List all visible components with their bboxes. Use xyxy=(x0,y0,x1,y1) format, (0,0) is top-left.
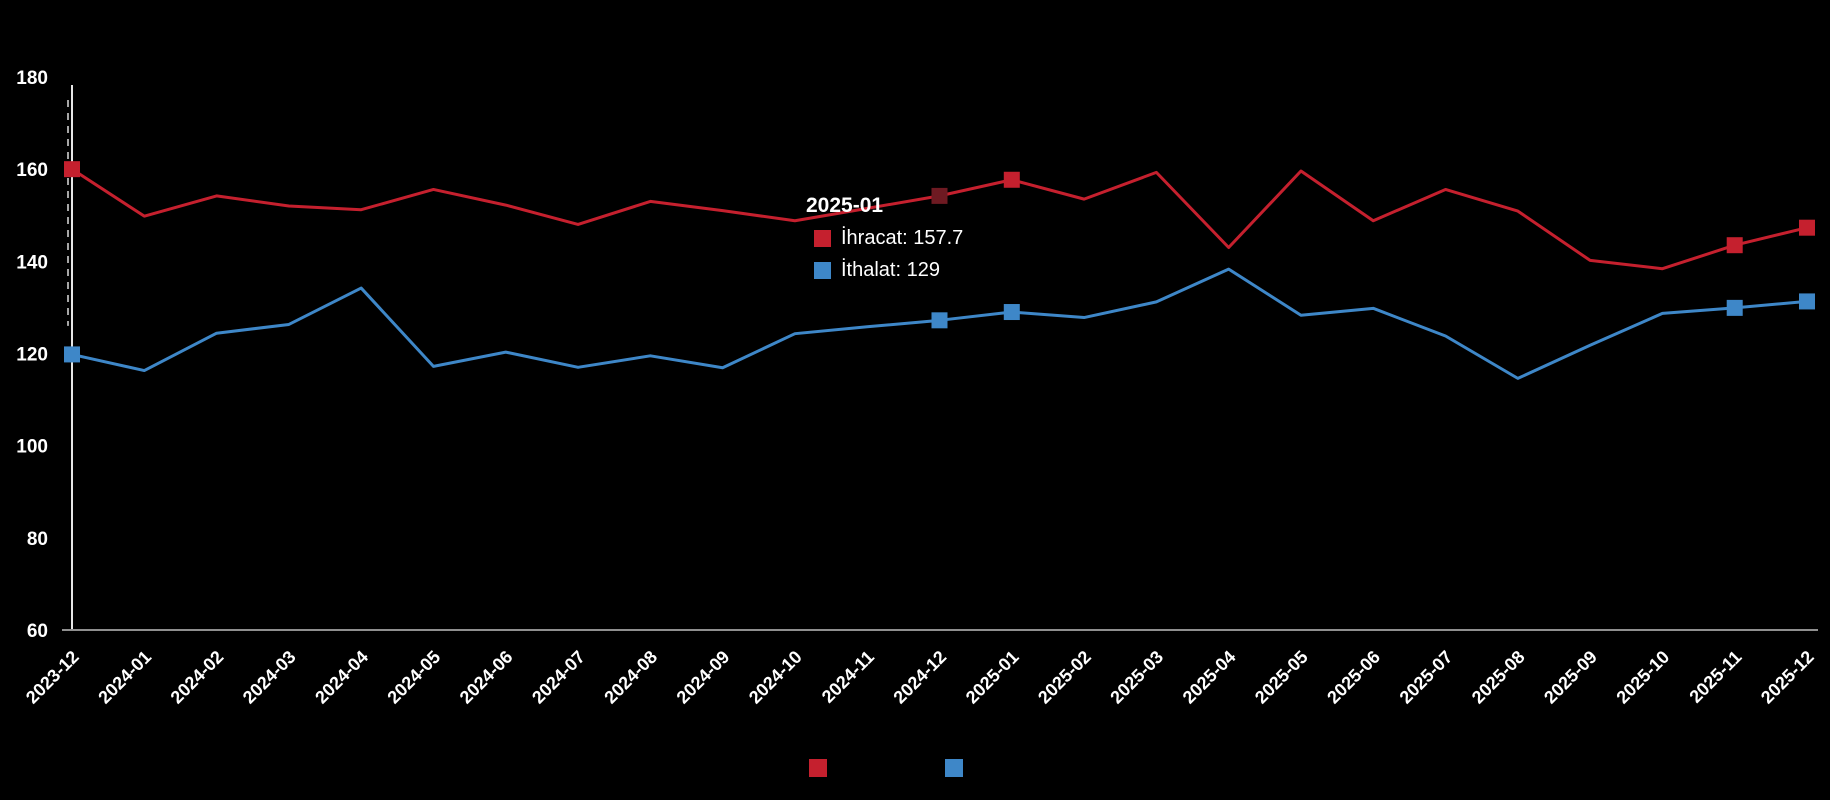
x-axis-label: 2025-01 xyxy=(962,647,1023,708)
data-point-marker[interactable] xyxy=(1003,171,1020,188)
x-axis-label: 2024-01 xyxy=(94,647,155,708)
x-axis-label: 2024-04 xyxy=(311,647,372,708)
y-axis-label: 140 xyxy=(16,252,48,273)
x-axis-label: 2024-09 xyxy=(673,647,734,708)
legend: İhracat İthalat xyxy=(0,757,1830,778)
legend-label: İhracat xyxy=(835,757,891,777)
legend-label: İthalat xyxy=(971,757,1022,777)
y-axis-label: 80 xyxy=(27,529,48,550)
data-point-marker[interactable] xyxy=(64,161,80,178)
data-point-marker[interactable] xyxy=(931,312,948,329)
x-axis-label: 2025-08 xyxy=(1468,647,1529,708)
x-axis-label: 2024-02 xyxy=(167,647,228,708)
x-axis-label: 2025-06 xyxy=(1323,647,1384,708)
x-axis-label: 2024-08 xyxy=(600,647,661,708)
x-axis-label: 2025-03 xyxy=(1106,647,1167,708)
x-axis-label: 2023-12 xyxy=(22,647,83,708)
data-point-marker[interactable] xyxy=(64,346,80,363)
data-point-marker[interactable] xyxy=(1726,299,1743,316)
series-line-i̇hracat[interactable] xyxy=(70,167,1809,271)
x-axis-label: 2025-02 xyxy=(1034,647,1095,708)
x-axis-label: 2024-07 xyxy=(528,647,589,708)
legend-item-i̇thalat[interactable]: İthalat xyxy=(944,757,1022,778)
y-axis-label: 100 xyxy=(16,437,48,458)
y-axis-label: 120 xyxy=(16,345,48,366)
legend-swatch-icon xyxy=(808,758,827,777)
x-axis-label: 2025-12 xyxy=(1757,647,1818,708)
legend-swatch-icon xyxy=(944,758,963,777)
x-axis-label: 2024-05 xyxy=(383,647,444,708)
data-point-marker[interactable] xyxy=(1799,219,1815,236)
x-axis-label: 2024-03 xyxy=(239,647,300,708)
data-point-marker[interactable] xyxy=(1726,237,1743,254)
x-axis-label: 2024-11 xyxy=(818,647,878,707)
x-axis-label: 2025-07 xyxy=(1396,647,1457,708)
x-axis-label: 2024-12 xyxy=(889,647,950,708)
y-axis-label: 160 xyxy=(16,160,48,181)
legend-item-i̇hracat[interactable]: İhracat xyxy=(808,757,891,778)
x-axis-label: 2024-06 xyxy=(456,647,517,708)
y-axis-label: 180 xyxy=(16,68,48,89)
data-point-marker[interactable] xyxy=(1003,304,1020,321)
x-axis-label: 2025-04 xyxy=(1179,647,1240,708)
y-axis-label: 60 xyxy=(27,621,48,642)
data-point-marker[interactable] xyxy=(1799,293,1815,310)
x-axis-label: 2024-10 xyxy=(745,647,806,708)
x-axis-label: 2025-11 xyxy=(1685,647,1745,707)
x-axis-label: 2025-10 xyxy=(1612,647,1673,708)
data-point-marker[interactable] xyxy=(931,187,948,204)
x-axis-label: 2025-09 xyxy=(1540,647,1601,708)
x-axis-label: 2025-05 xyxy=(1251,647,1312,708)
